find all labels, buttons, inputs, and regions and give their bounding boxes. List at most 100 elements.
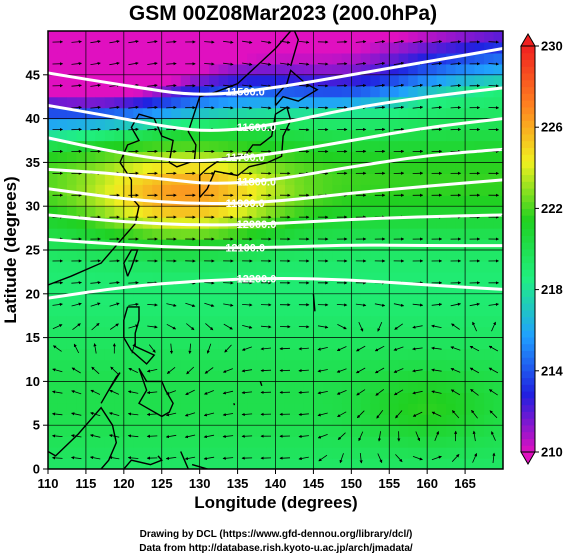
heat-cell — [57, 63, 68, 76]
heat-cell — [133, 41, 144, 54]
heat-cell — [313, 151, 324, 163]
heat-cell — [171, 52, 182, 65]
heat-cell — [85, 436, 96, 448]
heat-cell — [474, 206, 485, 218]
heat-cell — [237, 52, 248, 65]
wind-arrow — [127, 456, 139, 460]
heat-cell — [294, 436, 305, 448]
heat-cell — [484, 458, 495, 469]
heat-cell — [389, 217, 400, 229]
heat-cell — [161, 436, 172, 448]
colorbar-tick-label: 210 — [541, 445, 563, 460]
heat-cell — [66, 195, 78, 207]
wind-arrow — [375, 388, 385, 396]
heat-cell — [474, 63, 485, 76]
colorbar-segment — [521, 86, 535, 94]
heat-cell — [465, 140, 476, 153]
wind-arrow — [223, 106, 234, 110]
heat-cell — [152, 293, 163, 306]
heat-cell — [427, 74, 438, 87]
wind-arrow — [431, 105, 443, 110]
wind-arrow — [90, 127, 101, 132]
heat-cell — [142, 250, 153, 262]
x-tick-label: 130 — [189, 476, 211, 491]
heat-cell — [303, 381, 315, 393]
wind-arrow — [337, 324, 347, 330]
contour-label: 11700.0 — [226, 152, 265, 164]
heat-cell — [133, 140, 144, 153]
heat-cell — [123, 195, 134, 207]
heat-cell — [66, 140, 78, 153]
heat-cell — [303, 41, 315, 54]
heat-cell — [379, 414, 390, 426]
heat-cell — [247, 74, 258, 87]
heat-cell — [237, 74, 248, 87]
heat-cell — [95, 31, 106, 43]
heat-cell — [152, 414, 163, 426]
wind-arrow — [128, 324, 139, 329]
heat-cell — [218, 326, 229, 339]
heat-cell — [408, 107, 419, 120]
heat-cell — [370, 107, 381, 120]
heat-cell — [66, 173, 78, 185]
heat-cell — [48, 348, 59, 361]
heat-cell — [104, 326, 115, 339]
heat-cell — [95, 414, 106, 426]
wind-arrow — [356, 389, 366, 396]
heat-cell — [76, 206, 87, 218]
heat-cell — [209, 118, 220, 131]
wind-arrow — [70, 434, 82, 438]
heat-cell — [398, 206, 409, 218]
heat-cell — [275, 41, 286, 54]
heat-cell — [332, 260, 343, 273]
heat-cell — [379, 250, 390, 262]
heat-cell — [266, 250, 277, 262]
heat-cell — [142, 425, 153, 437]
heat-cell — [218, 250, 229, 262]
heat-cell — [322, 392, 333, 404]
heat-cell — [152, 392, 163, 404]
colorbar-segment — [521, 167, 535, 176]
heat-cell — [114, 250, 125, 262]
heat-cell — [104, 304, 115, 317]
heat-cell — [114, 96, 125, 109]
heat-cell — [341, 425, 352, 437]
wind-arrow — [169, 343, 174, 355]
heat-cell — [341, 206, 352, 218]
heat-cell — [389, 63, 400, 76]
heat-cell — [133, 162, 144, 174]
wind-arrow — [71, 302, 82, 307]
wind-arrow — [51, 456, 63, 460]
wind-arrow — [298, 412, 309, 417]
heat-cell — [341, 260, 352, 273]
heat-cell — [95, 85, 106, 98]
coastline — [180, 451, 189, 469]
heat-cell — [171, 425, 182, 437]
heat-cell — [341, 359, 352, 372]
y-tick-label: 5 — [33, 418, 40, 433]
heat-cell — [379, 162, 390, 174]
wind-arrow — [355, 83, 367, 88]
heat-cell — [256, 107, 267, 120]
heat-cell — [351, 304, 362, 317]
heat-cell — [218, 447, 229, 459]
heat-cell — [114, 271, 125, 284]
heat-cell — [180, 74, 191, 87]
heat-cell — [408, 250, 419, 262]
heat-cell — [104, 184, 115, 196]
heat-cell — [114, 414, 125, 426]
heat-cell — [351, 41, 362, 54]
heat-cell — [237, 195, 248, 207]
wind-arrow — [128, 61, 139, 66]
heat-cell — [493, 326, 503, 339]
heat-cell — [95, 129, 106, 142]
heat-cell — [408, 129, 419, 142]
heat-cell — [370, 52, 381, 65]
heat-cell — [66, 228, 78, 240]
heat-cell — [455, 184, 466, 196]
heat-cell — [123, 370, 134, 382]
heat-cell — [266, 337, 277, 350]
heat-cell — [408, 304, 419, 317]
heat-cell — [123, 129, 134, 142]
